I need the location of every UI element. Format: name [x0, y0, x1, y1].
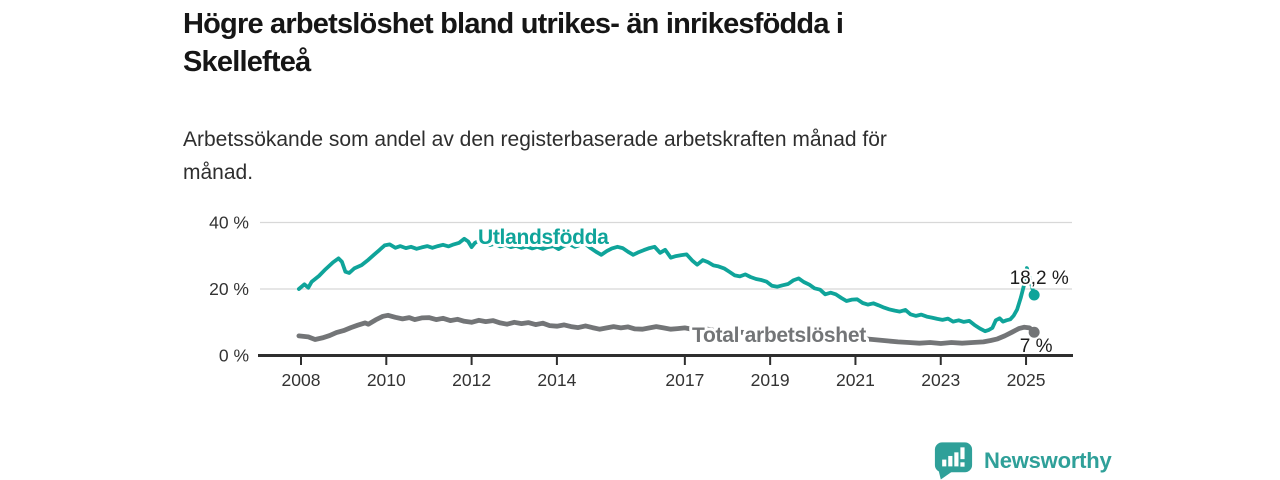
page-title-line-2: Skellefteå — [183, 46, 311, 78]
logo-bar-small — [942, 459, 947, 467]
logo-bar-medium — [948, 455, 953, 467]
x-axis-tick-label: 2025 — [1007, 370, 1046, 390]
logo-bar-large — [954, 452, 959, 467]
latest-value-dot-utlandsfodda — [1028, 289, 1040, 301]
page-title-line-1: Högre arbetslöshet bland utrikes- än inr… — [183, 8, 844, 40]
newsworthy-brand-text: Newsworthy — [984, 447, 1112, 473]
x-axis-tick-label: 2017 — [665, 370, 704, 390]
x-axis-tick-label: 2023 — [921, 370, 960, 390]
newsworthy-logo[interactable]: Newsworthy — [933, 441, 1112, 480]
x-axis-tick-label: 2008 — [282, 370, 321, 390]
series-label-utlandsfodda: Utlandsfödda — [478, 226, 609, 249]
latest-value-dot-total-arbetsloshet — [1028, 326, 1040, 338]
x-axis-tick-label: 2010 — [367, 370, 406, 390]
logo-exclamation-stroke — [960, 447, 965, 460]
latest-value-label-total-arbetsloshet: 7 % — [1020, 336, 1053, 357]
y-axis-tick-label: 0 % — [219, 346, 249, 366]
series-line-total-arbetsloshet — [296, 312, 1037, 346]
x-axis-tick-label: 2021 — [836, 370, 875, 390]
series-label-total-arbetsloshet: Total arbetslöshet — [692, 324, 866, 347]
latest-value-label-utlandsfodda: 18,2 % — [1010, 268, 1069, 289]
newsworthy-logo-icon — [934, 442, 973, 480]
x-axis-tick-label: 2019 — [751, 370, 790, 390]
y-axis-tick-label: 40 % — [209, 213, 249, 233]
chart-subtitle-line-2: månad. — [183, 161, 254, 184]
logo-exclamation-dot — [960, 462, 965, 467]
chart-subtitle: Arbetssökande som andel av den registerb… — [183, 123, 887, 189]
chart-subtitle-line-1: Arbetssökande som andel av den registerb… — [183, 128, 887, 151]
y-axis-tick-label: 20 % — [209, 279, 249, 299]
x-axis-tick-label: 2012 — [452, 370, 491, 390]
x-axis-tick-label: 2014 — [537, 370, 576, 390]
series-line-utlandsfodda — [296, 236, 1037, 334]
page-title: Högre arbetslöshet bland utrikes- än inr… — [183, 5, 844, 81]
